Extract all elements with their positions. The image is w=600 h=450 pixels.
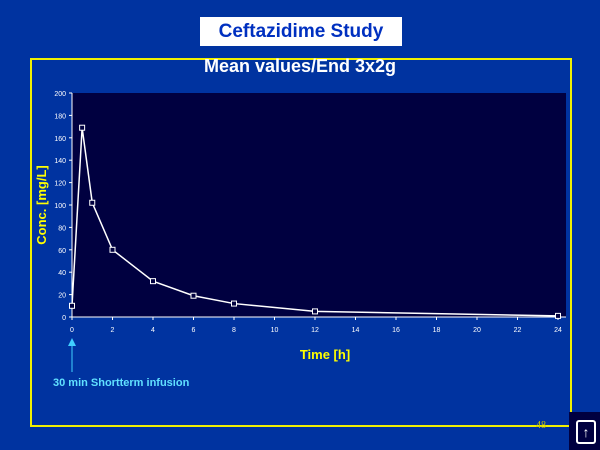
data-point	[69, 302, 75, 309]
y-tick-label: 200	[54, 91, 66, 98]
x-tick-label: 6	[192, 327, 196, 334]
data-point	[555, 312, 561, 319]
y-tick-label: 60	[58, 248, 66, 255]
x-tick-label: 18	[433, 327, 441, 334]
data-point	[150, 278, 156, 285]
x-axis-label: Time [h]	[300, 347, 350, 362]
up-arrow-icon: ↑	[576, 420, 596, 444]
y-tick-label: 0	[62, 315, 66, 322]
chart-subtitle: Mean values/End 3x2g	[203, 56, 397, 76]
page-number: 48	[536, 420, 546, 431]
y-tick-label: 120	[54, 181, 66, 188]
y-tick-label: 160	[54, 136, 66, 143]
x-tick-label: 10	[271, 327, 279, 334]
navigation-button[interactable]: ↑	[569, 412, 600, 450]
x-tick-label: 24	[554, 327, 562, 334]
slide-frame	[30, 58, 572, 427]
x-tick-label: 4	[151, 327, 155, 334]
x-tick-label: 8	[232, 327, 236, 334]
x-tick-label: 12	[311, 327, 319, 334]
data-point	[190, 292, 197, 299]
x-tick-label: 2	[111, 327, 115, 334]
y-tick-label: 180	[54, 113, 66, 120]
x-tick-label: 22	[514, 327, 522, 334]
infusion-annotation: 30 min Shortterm infusion	[53, 377, 190, 389]
plot-area	[72, 93, 566, 317]
y-tick-label: 100	[54, 203, 66, 210]
y-tick-label: 80	[58, 225, 66, 232]
data-point	[109, 246, 116, 253]
slide-title: Ceftazidime Study	[200, 17, 402, 46]
x-tick-label: 0	[70, 327, 74, 334]
y-tick-label: 40	[58, 270, 66, 277]
y-tick-label: 140	[54, 158, 66, 165]
data-point	[89, 199, 96, 206]
data-point	[231, 300, 237, 307]
x-tick-label: 14	[352, 327, 360, 334]
data-point	[79, 124, 86, 131]
data-point	[312, 308, 318, 315]
x-tick-label: 16	[392, 327, 400, 334]
infusion-arrow-icon	[68, 338, 76, 346]
y-tick-label: 20	[58, 293, 66, 300]
x-tick-label: 20	[473, 327, 481, 334]
y-axis-label: Conc. [mg/L]	[34, 165, 49, 244]
